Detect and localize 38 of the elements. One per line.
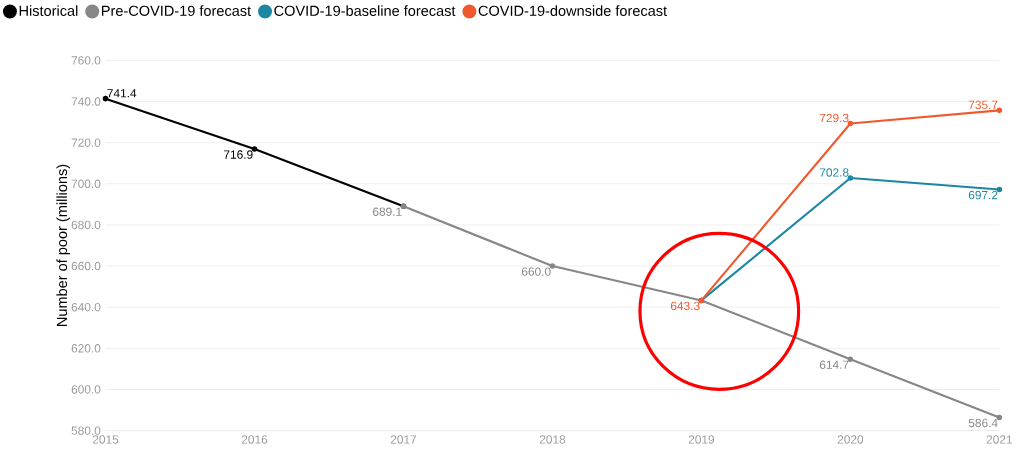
data-label: 614.7 [819,360,849,369]
point [996,107,1003,113]
data-label: 660.0 [521,267,551,276]
y-tick-label: 600.0 [71,385,101,394]
y-tick-label: 760.0 [71,55,101,65]
y-tick-label: 640.0 [71,302,101,312]
y-tick-label: 740.0 [71,97,101,106]
point [847,356,854,362]
y-tick-label: 680.0 [71,220,101,229]
legend-label: Pre-COVID-19 forecast [102,5,252,16]
y-tick-label: 660.0 [71,261,101,271]
y-tick-label: 580.0 [71,426,101,435]
data-label: 697.2 [968,190,998,200]
data-label: 729.3 [819,113,849,123]
legend-label: COVID-19-baseline forecast [274,5,456,16]
legend-label: Historical [19,5,78,16]
legend-label: COVID-19-downside forecast [478,5,667,16]
x-tick-label: 2021 [986,435,1012,444]
data-label: 643.3 [670,301,700,310]
x-tick-label: 2019 [688,435,715,444]
point [549,263,556,269]
y-tick-label: 720.0 [71,138,101,147]
data-label: 735.7 [968,100,998,109]
x-tick-label: 2016 [241,435,268,444]
y-tick-label: 620.0 [71,343,101,353]
data-label: 586.4 [968,418,998,428]
data-label: 689.1 [372,207,402,216]
data-label: 702.8 [819,168,849,177]
x-tick-label: 2020 [837,435,864,444]
point [251,146,258,152]
y-tick-label: 700.0 [71,179,101,188]
x-tick-label: 2015 [92,435,119,444]
y-axis-title: Number of poor (millions) [56,164,70,326]
data-label: 716.9 [224,150,253,159]
x-tick-label: 2017 [390,435,417,444]
point [847,175,854,181]
x-tick-label: 2018 [539,435,566,444]
data-label: 741.4 [107,88,137,98]
